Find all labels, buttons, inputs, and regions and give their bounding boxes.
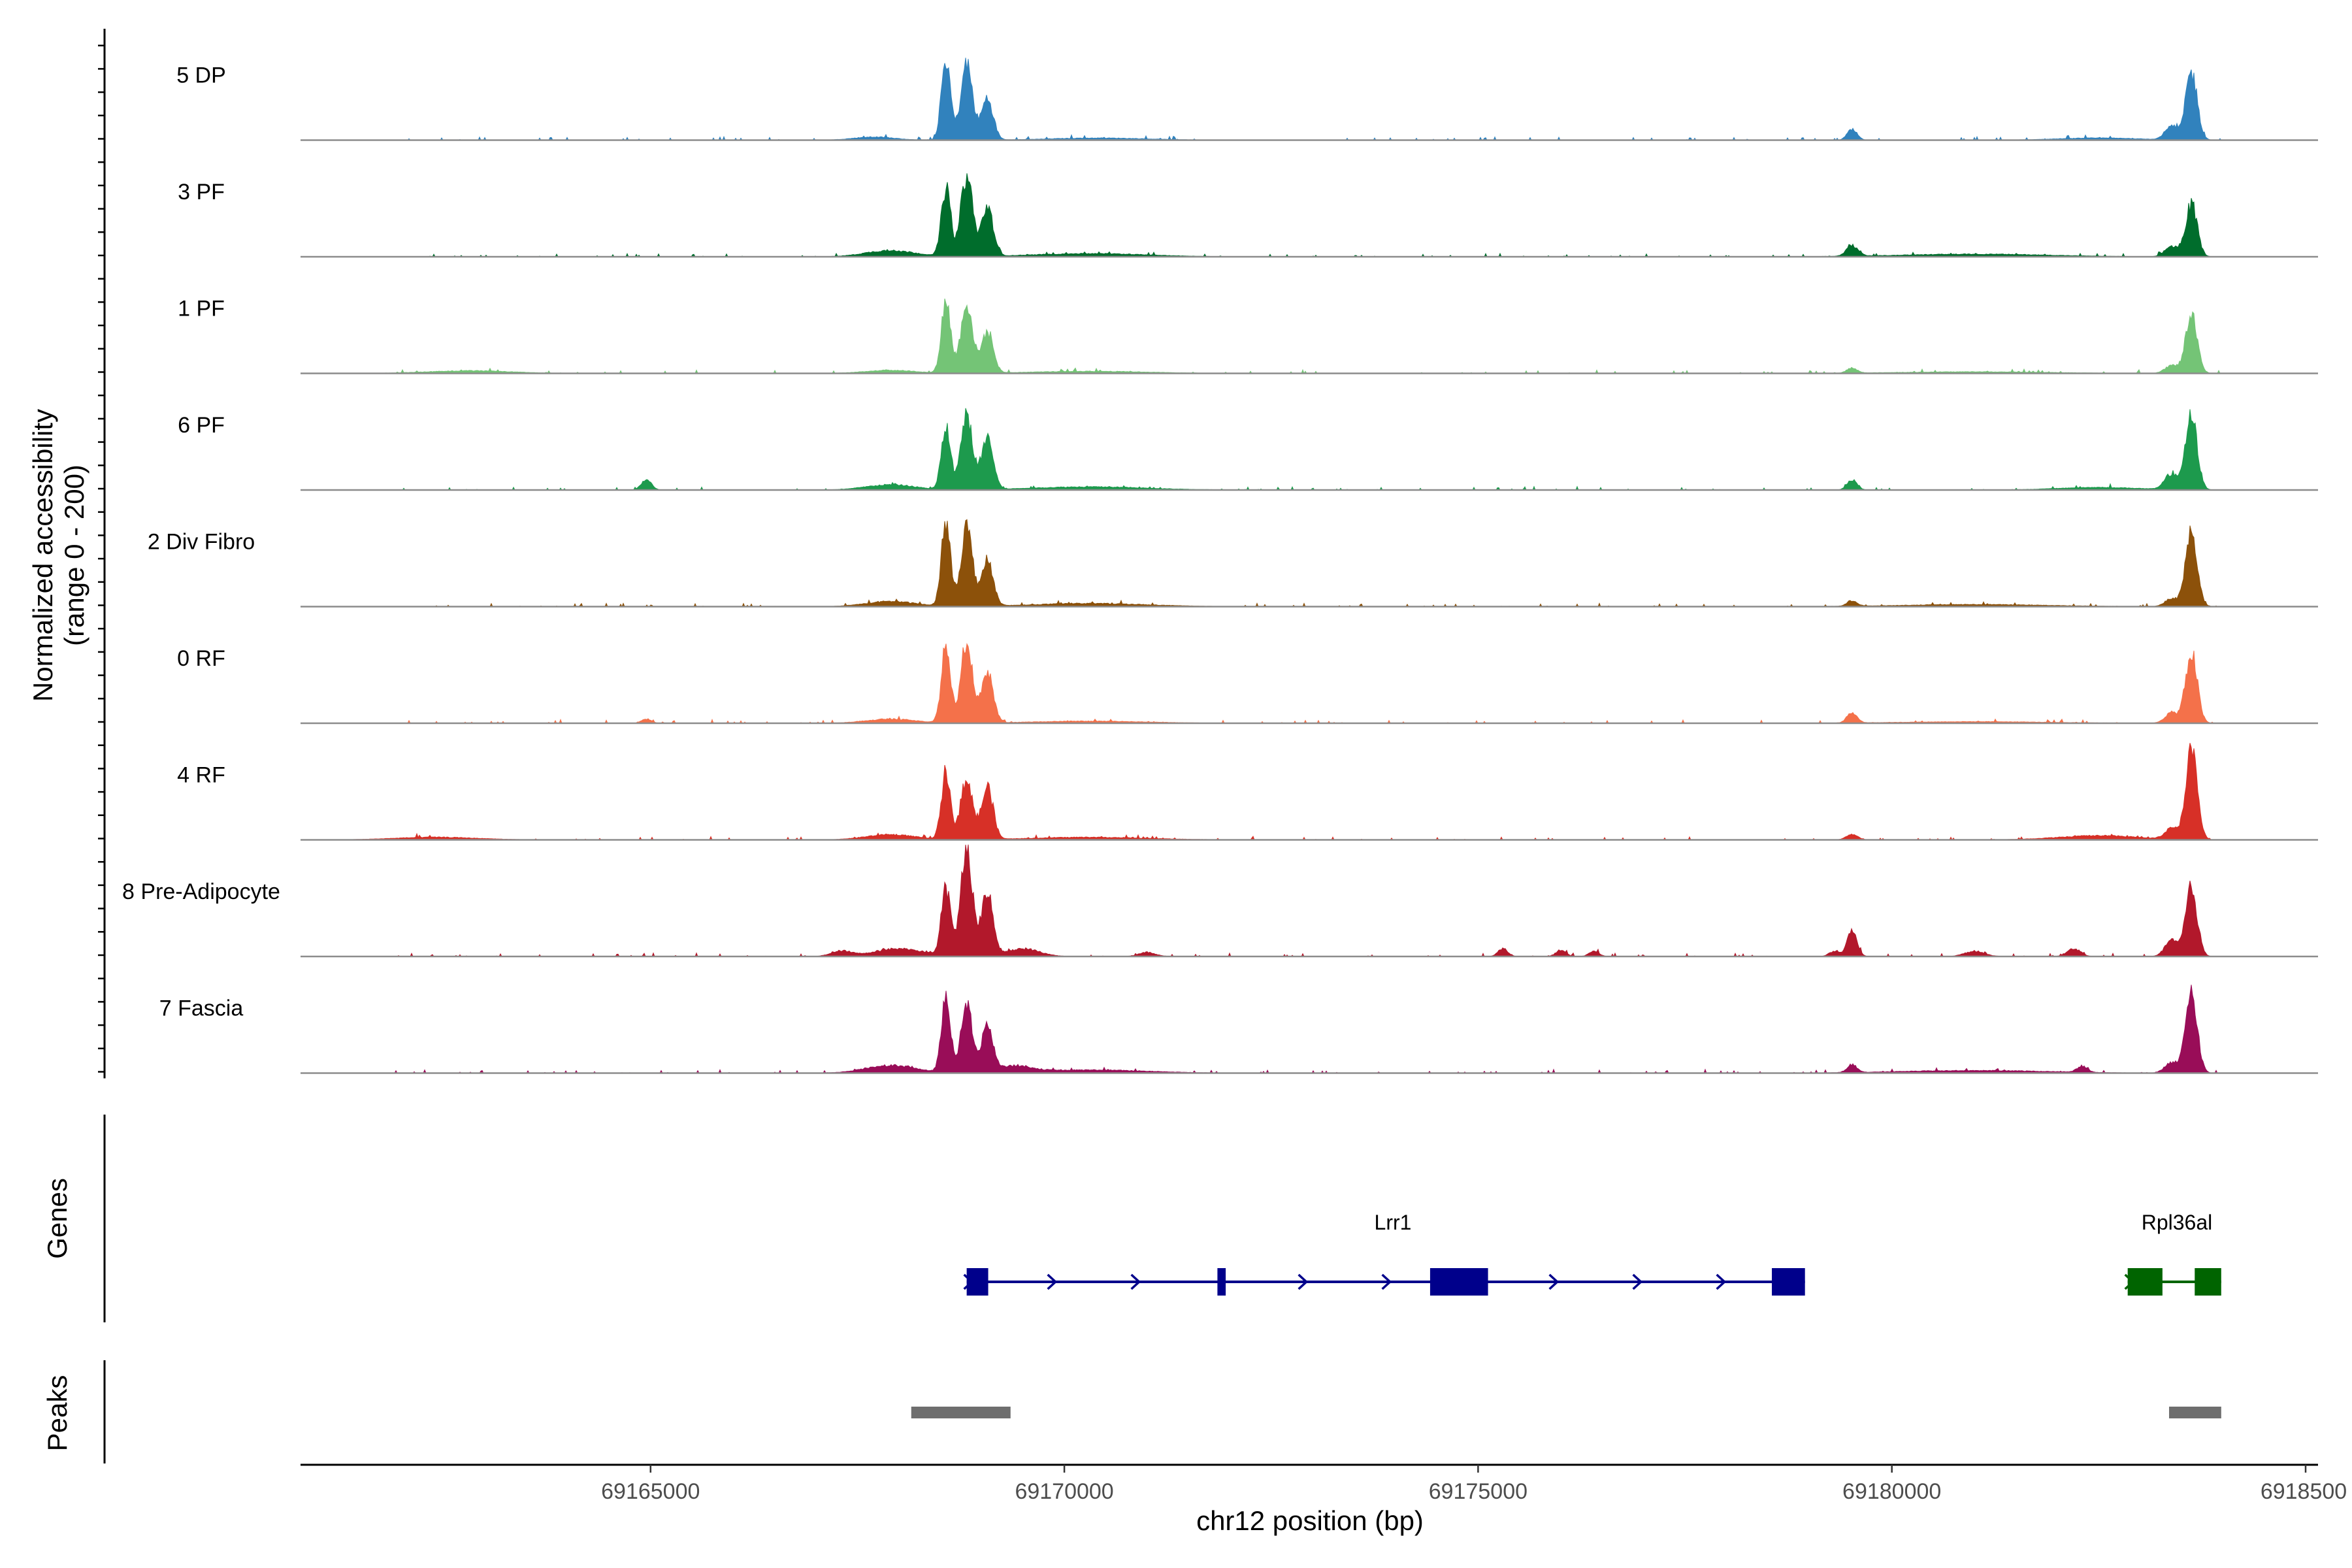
track-label: 7 Fascia bbox=[159, 996, 244, 1021]
track-6-pf: 6 PF bbox=[178, 408, 2318, 491]
peak-region bbox=[911, 1407, 1011, 1418]
gene-lrr1: Lrr1 bbox=[963, 1211, 1805, 1296]
x-axis-tick-label: 69175000 bbox=[1429, 1479, 1527, 1504]
track-2-div-fibro: 2 Div Fibro bbox=[148, 519, 2318, 608]
strand-arrow bbox=[1632, 1273, 1643, 1290]
track-label: 0 RF bbox=[177, 646, 225, 671]
gene-label: Rpl36al bbox=[2142, 1211, 2213, 1234]
gene-exon bbox=[1217, 1268, 1226, 1296]
strand-arrow bbox=[1716, 1273, 1727, 1290]
strand-arrow bbox=[1548, 1273, 1560, 1290]
track-label: 1 PF bbox=[178, 297, 225, 321]
strand-arrow bbox=[1298, 1273, 1309, 1290]
gene-exon bbox=[1429, 1268, 1488, 1296]
gene-exon bbox=[966, 1268, 988, 1296]
gene-exon bbox=[2127, 1268, 2163, 1296]
track-label: 8 Pre-Adipocyte bbox=[122, 879, 280, 904]
gene-exon bbox=[2195, 1268, 2221, 1296]
x-axis-tick-label: 69170000 bbox=[1015, 1479, 1113, 1504]
strand-arrow bbox=[1047, 1273, 1058, 1290]
track-3-pf: 3 PF bbox=[178, 173, 2318, 258]
track-label: 5 DP bbox=[176, 63, 226, 88]
gene-exon bbox=[1772, 1268, 1805, 1296]
track-label: 6 PF bbox=[178, 413, 225, 438]
track-1-pf: 1 PF bbox=[178, 297, 2318, 374]
track-label: 4 RF bbox=[177, 763, 225, 788]
coverage-tracks: 5 DP 3 PF 1 PF 6 PF 2 Div Fibro 0 RF 4 RF 8 Pre… bbox=[122, 57, 2318, 1074]
x-axis-title: chr12 position (bp) bbox=[1196, 1505, 1424, 1536]
genes-panel: Lrr1 Rpl36al bbox=[103, 1115, 2221, 1322]
x-axis: 69165000 69170000 69175000 69180000 6918500 bbox=[301, 1463, 2347, 1504]
gene-label: Lrr1 bbox=[1375, 1211, 1412, 1234]
strand-arrow bbox=[1130, 1273, 1141, 1290]
y-axis-title-line1: Normalized accessibility bbox=[27, 409, 58, 702]
track-label: 2 Div Fibro bbox=[148, 530, 255, 555]
peaks-panel bbox=[103, 1360, 2221, 1463]
y-axis bbox=[98, 29, 106, 1079]
track-7-fascia: 7 Fascia bbox=[159, 985, 2318, 1074]
x-axis-tick-label: 6918500 bbox=[2261, 1479, 2347, 1504]
track-5-dp: 5 DP bbox=[176, 57, 2318, 141]
gene-rpl36al: Rpl36al bbox=[2124, 1211, 2221, 1296]
peak-region bbox=[2169, 1407, 2221, 1418]
strand-arrow bbox=[1381, 1273, 1392, 1290]
y-axis-title-line2: (range 0 - 200) bbox=[59, 465, 90, 646]
x-axis-tick-label: 69180000 bbox=[1842, 1479, 1941, 1504]
x-axis-tick-label: 69165000 bbox=[601, 1479, 700, 1504]
peaks-panel-title: Peaks bbox=[42, 1375, 73, 1452]
genes-panel-title: Genes bbox=[42, 1178, 73, 1259]
track-8-pre-adipocyte: 8 Pre-Adipocyte bbox=[122, 844, 2318, 958]
track-4-rf: 4 RF bbox=[177, 743, 2318, 841]
track-0-rf: 0 RF bbox=[177, 642, 2318, 725]
track-label: 3 PF bbox=[178, 180, 225, 204]
